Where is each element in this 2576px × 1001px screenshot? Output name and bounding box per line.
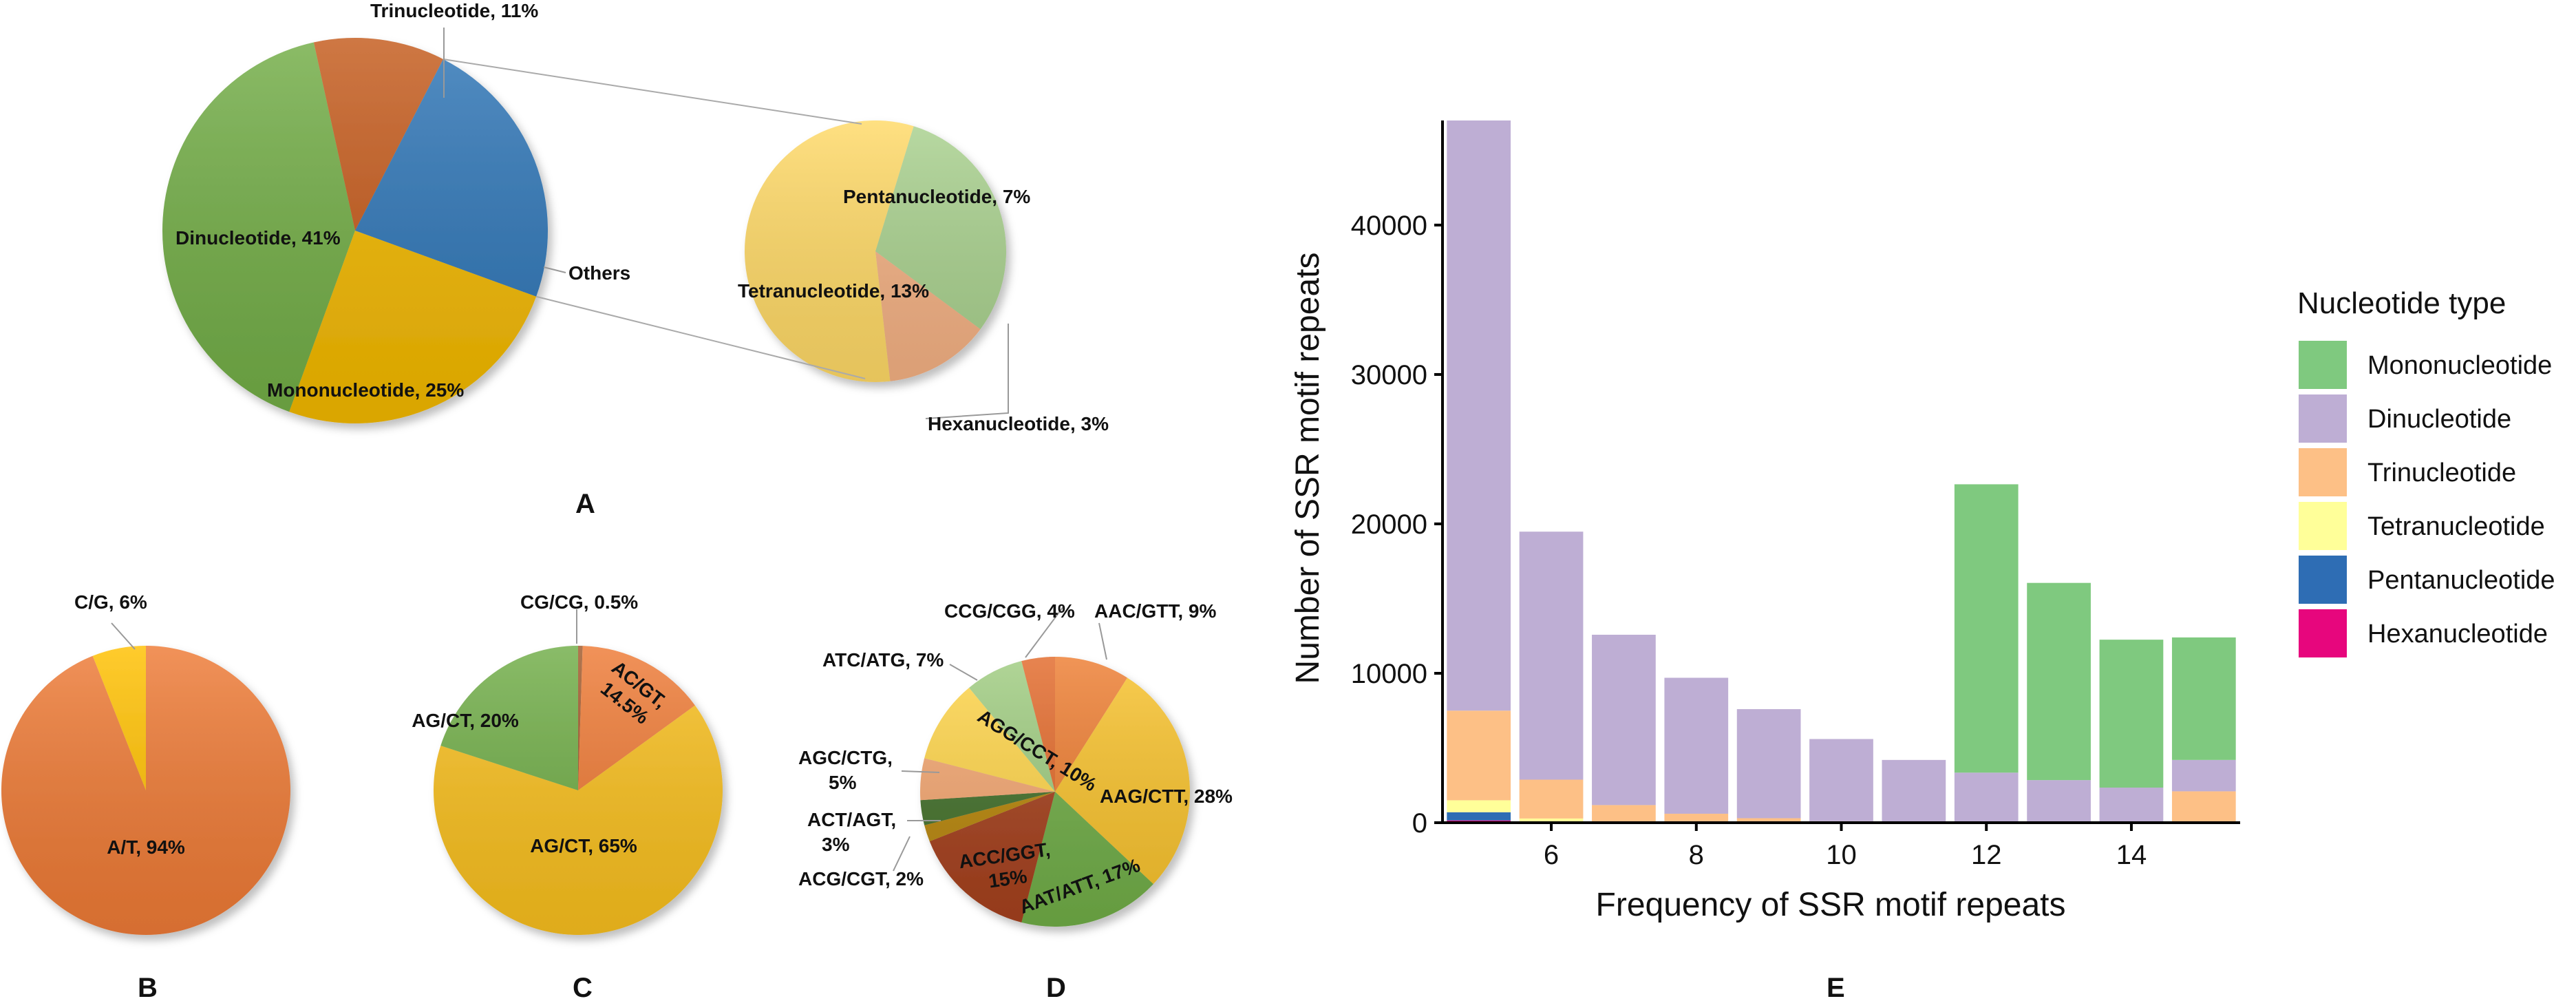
label-cg: C/G, 6% [74,591,147,613]
label-at: A/T, 94% [107,836,185,858]
pie-a-shading [162,38,548,423]
bar-mononucleotide-13 [2027,582,2091,781]
bar-dinucleotide-15 [2171,759,2236,792]
bar-dinucleotide-9 [1736,709,1801,819]
connector-top [443,58,862,125]
label-atc-atg: ATC/ATG, 7% [822,649,944,671]
label-aag-ctt: AAG/CTT, 28% [1100,786,1233,807]
bar-dinucleotide-10 [1809,739,1873,821]
bar-pentanucleotide-5 [1447,812,1511,821]
x-axis-title: Frequency of SSR motif repeats [1596,887,2066,923]
y-tick-label-0: 0 [1412,808,1427,839]
bar-dinucleotide-5 [1447,120,1511,711]
legend-label-pentanucleotide: Pentanucleotide [2367,566,2555,595]
label-others: Others [568,262,630,284]
legend-swatch-trinucleotide [2299,448,2347,496]
panel-label-a: A [575,489,595,519]
connector-bottom [535,295,866,379]
bar-dinucleotide-11 [1882,759,1946,823]
x-tick-label-10: 10 [1826,840,1857,870]
x-tick-label-8: 8 [1689,840,1704,870]
bar-trinucleotide-6 [1519,779,1584,819]
label-tetranucleotide: Tetranucleotide, 13% [738,280,929,302]
legend-swatch-mononucleotide [2299,341,2347,389]
label-dinucleotide: Dinucleotide, 41% [175,227,341,249]
pie-chart-b: A/T, 94% C/G, 6% B [1,591,291,1001]
y-tick-label-20000: 20000 [1351,509,1427,540]
bar-dinucleotide-13 [2027,780,2091,822]
bar-mononucleotide-12 [1954,484,2019,773]
pie-chart-c: CG/CG, 0.5% AC/GT, 14.5% AG/CT, 65% AG/C… [412,591,723,1001]
bar-trinucleotide-8 [1664,813,1729,823]
panel-label-c: C [573,973,593,1001]
panel-label-e: E [1827,973,1845,1001]
stacked-bar-chart-e: 0 10000 20000 30000 40000 6 8 10 12 14 Mononucleo… [1290,120,2555,1001]
y-axis-title: Number of SSR motif repeats [1290,253,1326,684]
bar-dinucleotide-14 [2099,788,2164,822]
label-cgcg: CG/CG, 0.5% [520,591,638,613]
label-acc-ggt-2: 15% [987,865,1028,892]
label-hexanucleotide: Hexanucleotide, 3% [928,413,1109,434]
legend-label-mononucleotide: Mononucleotide [2367,351,2552,380]
panel-label-d: D [1046,973,1066,1001]
bar-trinucleotide-9 [1736,818,1801,823]
bar-trinucleotide-15 [2171,791,2236,823]
legend-swatch-dinucleotide [2299,394,2347,443]
pie-c-shading [434,646,723,935]
label-agct-20: AG/CT, 20% [412,710,519,731]
y-tick-label-40000: 40000 [1351,211,1427,241]
legend-label-hexanucleotide: Hexanucleotide [2367,620,2548,649]
pie-d-shading [920,657,1190,927]
bar-trinucleotide-5 [1447,710,1511,801]
pie-b-shading [1,646,290,935]
legend-title: Nucleotide type [2297,286,2506,320]
legend-swatch-tetranucleotide [2299,502,2347,550]
y-tick-label-30000: 30000 [1351,360,1427,390]
panel-label-b: B [138,973,158,1001]
y-tick-label-10000: 10000 [1351,659,1427,689]
label-ccg-cgg: CCG/CGG, 4% [944,600,1075,622]
bar-mononucleotide-15 [2171,637,2236,760]
pie-a-others-shading [745,120,1006,382]
legend-swatch-hexanucleotide [2299,609,2347,657]
x-tick-label-12: 12 [1971,840,2002,870]
label-acg-cgt: ACG/CGT, 2% [798,868,924,889]
legend-label-tetranucleotide: Tetranucleotide [2367,512,2545,541]
leader-others [543,266,566,273]
label-agct-65: AG/CT, 65% [530,835,637,856]
bar-dinucleotide-6 [1519,531,1584,780]
legend-label-dinucleotide: Dinucleotide [2367,405,2511,434]
pie-chart-d: AAC/GTT, 9% AAG/CTT, 28% AAT/ATT, 17% AC… [798,600,1233,1001]
bar-trinucleotide-7 [1592,805,1656,822]
label-trinucleotide: Trinucleotide, 11% [370,0,538,21]
label-agc-ctg-2: 5% [829,772,857,793]
bar-mononucleotide-14 [2099,640,2164,788]
x-tick-label-14: 14 [2116,840,2147,870]
bar-dinucleotide-12 [1954,772,2019,822]
legend-swatch-pentanucleotide [2299,556,2347,604]
label-pentanucleotide: Pentanucleotide, 7% [843,186,1030,207]
bar-tetranucleotide-6 [1519,818,1584,822]
label-mononucleotide: Mononucleotide, 25% [267,379,464,401]
label-agc-ctg-1: AGC/CTG, [798,747,893,768]
legend-label-trinucleotide: Trinucleotide [2367,459,2516,487]
leader-hexanucleotide [925,324,1009,419]
bar-dinucleotide-8 [1664,677,1729,814]
label-act-agt-1: ACT/AGT, [807,809,896,830]
label-act-agt-2: 3% [822,834,850,855]
bar-dinucleotide-7 [1592,634,1656,805]
x-tick-label-6: 6 [1544,840,1559,870]
bar-tetranucleotide-5 [1447,800,1511,812]
label-aac-gtt: AAC/GTT, 9% [1094,600,1216,622]
pie-chart-a: Dinucleotide, 41% Trinucleotide, 11% Oth… [162,0,1109,519]
